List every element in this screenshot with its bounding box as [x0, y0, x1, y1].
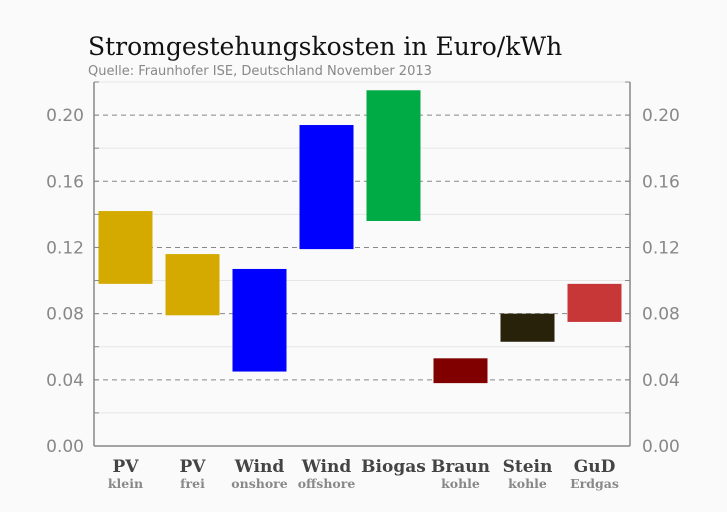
category-label: Biogas [361, 457, 426, 477]
category-label: GuD [574, 457, 616, 477]
y-tick-label-left: 0.00 [46, 437, 84, 457]
y-tick-label-left: 0.20 [46, 106, 84, 126]
bar-pv-frei [165, 254, 220, 316]
bar-biogas [366, 90, 421, 221]
y-tick-label-right: 0.04 [642, 371, 680, 391]
bar-stein-kohle [500, 313, 555, 342]
category-label: Stein [503, 457, 553, 477]
bar-wind-onshore [232, 268, 287, 372]
category-sublabel: onshore [231, 476, 287, 491]
y-tick-label-right: 0.00 [642, 437, 680, 457]
y-tick-label-right: 0.12 [642, 238, 680, 258]
category-label: PV [113, 457, 140, 477]
bar-braun-kohle [433, 358, 488, 384]
bar-gud-erdgas [567, 283, 622, 322]
category-label: Braun [431, 457, 490, 477]
category-sublabel: Erdgas [570, 476, 619, 491]
y-tick-label-left: 0.16 [46, 172, 84, 192]
y-tick-label-right: 0.16 [642, 172, 680, 192]
category-label: Wind [301, 457, 352, 477]
chart-subtitle: Quelle: Fraunhofer ISE, Deutschland Nove… [88, 64, 432, 79]
y-tick-label-left: 0.12 [46, 238, 84, 258]
category-sublabel: kohle [508, 476, 547, 491]
bar-pv-klein [98, 211, 153, 284]
y-tick-label-right: 0.08 [642, 305, 680, 325]
chart-title: Stromgestehungskosten in Euro/kWh [88, 32, 562, 61]
y-tick-label-right: 0.20 [642, 106, 680, 126]
category-sublabel: offshore [298, 476, 356, 491]
category-sublabel: klein [108, 476, 143, 491]
category-sublabel: frei [180, 476, 205, 491]
y-tick-label-left: 0.04 [46, 371, 84, 391]
category-label: PV [180, 457, 207, 477]
y-tick-label-left: 0.08 [46, 305, 84, 325]
category-label: Wind [234, 457, 285, 477]
category-sublabel: kohle [441, 476, 480, 491]
bar-wind-offshore [299, 125, 354, 250]
